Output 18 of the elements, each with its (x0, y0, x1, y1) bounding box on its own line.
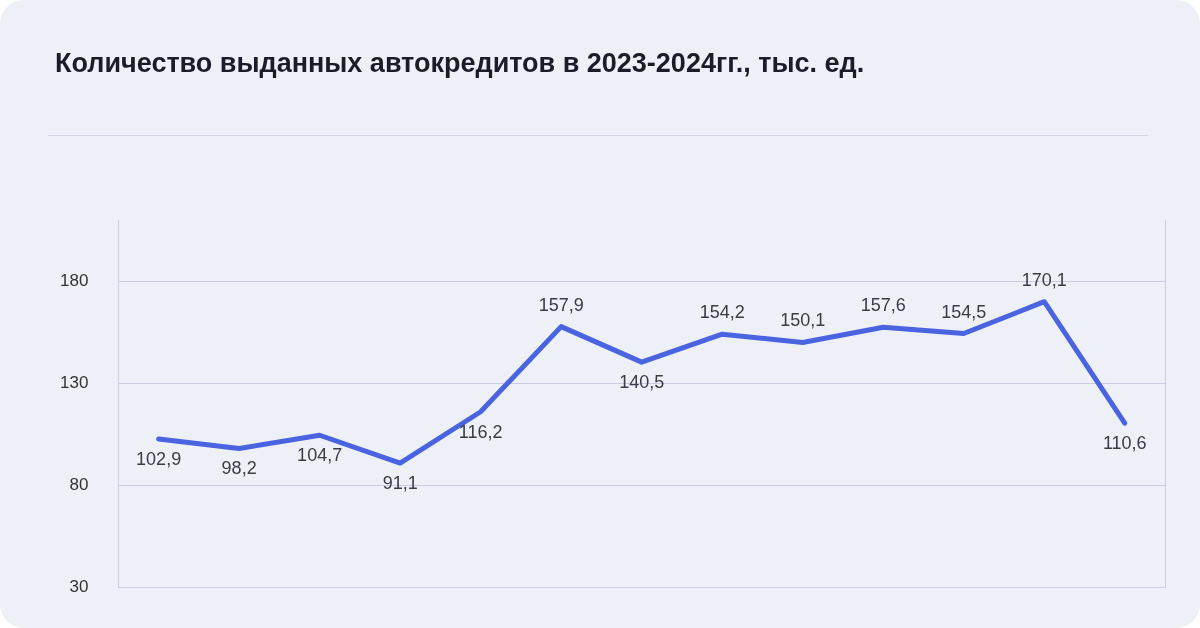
data-label: 110,6 (1102, 433, 1147, 454)
y-tick-label: 130 (59, 373, 89, 393)
data-label: 98,2 (221, 458, 257, 479)
data-label: 116,2 (458, 421, 503, 442)
data-label: 154,2 (699, 302, 745, 323)
chart-title: Количество выданных автокредитов в 2023-2024гг., тыс. ед. (55, 48, 865, 79)
data-label: 91,1 (382, 472, 418, 493)
data-label: 154,5 (941, 301, 987, 322)
data-label: 140,5 (619, 372, 665, 393)
y-tick-label: 180 (59, 271, 89, 291)
data-label: 157,6 (860, 295, 906, 316)
data-label: 170,1 (1021, 269, 1067, 290)
data-label: 157,9 (538, 294, 584, 315)
y-tick-label: 80 (69, 475, 89, 495)
data-label: 102,9 (136, 448, 182, 469)
data-label: 104,7 (297, 445, 343, 466)
data-label: 150,1 (780, 310, 826, 331)
y-tick-label: 30 (69, 577, 89, 597)
